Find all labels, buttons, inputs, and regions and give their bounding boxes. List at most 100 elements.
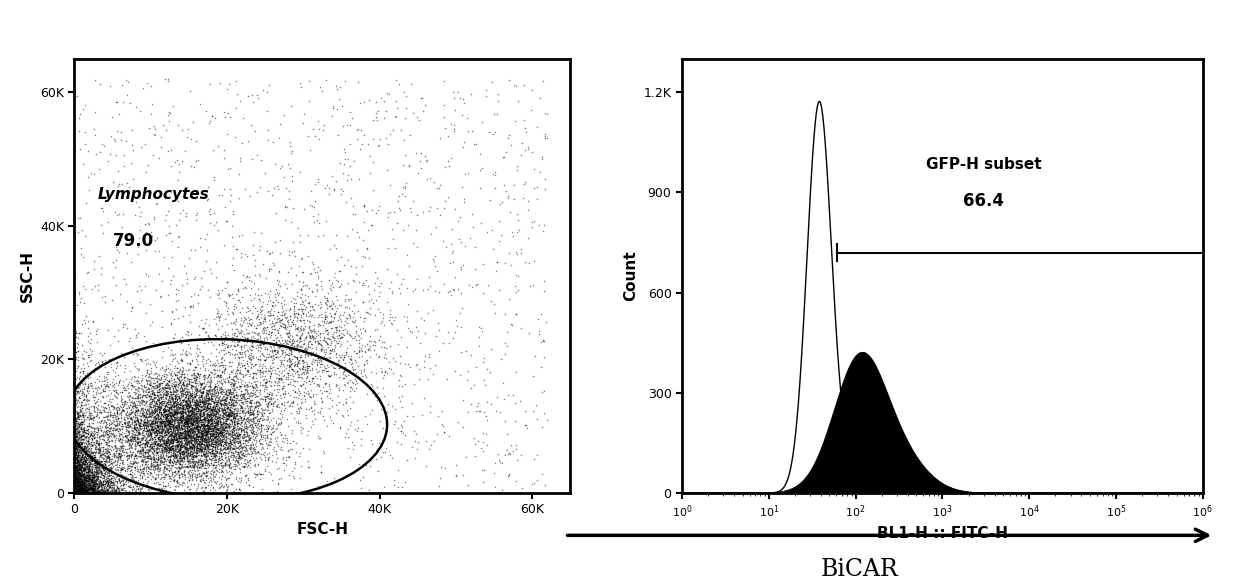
Point: [232, 421, 252, 431]
Point: [187, 420, 207, 430]
Point: [74, 453, 94, 462]
Point: [201, 458, 221, 468]
Point: [95, 383, 115, 392]
Point: [419, 284, 439, 294]
Point: [192, 383, 212, 393]
Point: [73, 488, 93, 497]
Point: [92, 293, 112, 302]
Point: [175, 443, 195, 452]
Point: [144, 433, 164, 442]
Point: [198, 393, 218, 403]
Point: [73, 473, 93, 482]
Point: [82, 447, 102, 457]
Point: [135, 440, 155, 449]
Point: [159, 434, 179, 444]
Point: [289, 404, 309, 413]
Point: [205, 173, 224, 182]
Point: [78, 485, 98, 494]
Point: [257, 431, 277, 440]
Point: [398, 324, 418, 333]
Point: [172, 420, 192, 429]
Point: [155, 404, 175, 414]
Point: [95, 485, 115, 494]
Point: [171, 423, 191, 432]
Point: [130, 416, 150, 425]
Point: [139, 387, 159, 397]
Point: [216, 425, 236, 434]
Point: [79, 475, 99, 484]
Point: [188, 425, 208, 434]
Point: [118, 460, 138, 469]
Point: [128, 408, 148, 417]
Point: [146, 200, 166, 209]
Point: [78, 331, 98, 340]
Point: [231, 153, 250, 163]
Point: [82, 378, 102, 387]
Point: [195, 433, 215, 442]
Point: [143, 427, 162, 436]
Point: [203, 403, 223, 412]
Point: [115, 419, 135, 429]
Point: [155, 443, 175, 453]
Point: [198, 424, 218, 434]
Point: [87, 446, 107, 456]
Point: [226, 393, 246, 402]
Point: [74, 437, 94, 447]
Point: [263, 351, 283, 360]
Point: [208, 372, 228, 381]
Point: [143, 389, 162, 398]
Point: [185, 420, 205, 430]
Point: [200, 473, 219, 482]
Point: [100, 468, 120, 477]
Point: [222, 439, 242, 448]
Point: [102, 478, 122, 488]
Point: [68, 465, 88, 474]
Point: [299, 323, 319, 332]
Point: [67, 465, 87, 474]
Point: [156, 409, 176, 419]
Point: [94, 371, 114, 380]
Point: [258, 393, 278, 403]
Point: [156, 386, 176, 395]
Point: [242, 359, 262, 369]
Point: [224, 404, 244, 414]
Point: [108, 481, 128, 491]
Point: [157, 375, 177, 384]
Point: [130, 403, 150, 413]
Point: [77, 483, 97, 492]
Point: [198, 412, 218, 421]
Point: [131, 482, 151, 491]
Point: [203, 397, 223, 406]
Point: [279, 250, 299, 259]
Point: [224, 396, 244, 405]
Point: [221, 429, 241, 438]
Point: [164, 407, 184, 417]
Point: [155, 419, 175, 429]
Point: [187, 400, 207, 410]
Point: [371, 332, 391, 341]
Point: [113, 441, 133, 450]
Point: [67, 458, 87, 468]
Point: [82, 431, 102, 440]
Point: [371, 343, 391, 352]
Point: [86, 467, 105, 477]
Point: [174, 380, 193, 390]
Point: [155, 427, 175, 436]
Point: [138, 444, 157, 453]
Point: [140, 394, 160, 404]
Point: [215, 330, 234, 340]
Point: [126, 457, 146, 466]
Point: [77, 431, 97, 441]
Point: [187, 343, 207, 353]
Point: [317, 288, 337, 298]
Point: [237, 379, 257, 389]
Point: [166, 437, 186, 447]
Point: [146, 398, 166, 407]
Point: [103, 375, 123, 384]
Point: [97, 485, 117, 495]
Point: [202, 447, 222, 456]
Point: [120, 421, 140, 431]
Point: [88, 459, 108, 468]
Point: [95, 429, 115, 438]
Point: [195, 396, 215, 406]
